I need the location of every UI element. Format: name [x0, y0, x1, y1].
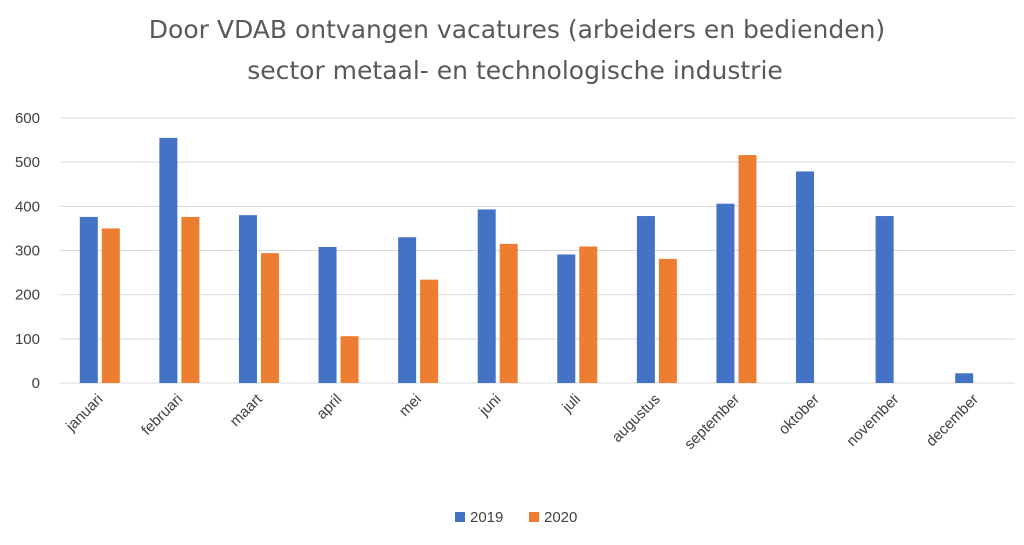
x-tick-label: april — [313, 391, 345, 423]
y-tick-label: 0 — [32, 375, 40, 392]
x-tick-label: december — [923, 391, 982, 450]
x-tick-label: juli — [558, 391, 584, 417]
bar-2020-februari — [181, 216, 200, 383]
bar-2019-juni — [477, 209, 496, 383]
x-tick-label: maart — [227, 390, 267, 430]
y-tick-label: 500 — [15, 154, 40, 171]
bar-2020-mei — [420, 279, 439, 383]
x-tick-label: januari — [62, 391, 107, 436]
bar-2019-januari — [79, 216, 98, 383]
bar-2020-juni — [499, 243, 518, 383]
bar-2020-augustus — [658, 258, 677, 383]
y-tick-label: 100 — [15, 331, 40, 348]
y-tick-label: 600 — [15, 110, 40, 127]
x-tick-label: februari — [138, 391, 186, 439]
bar-2019-maart — [238, 215, 257, 383]
gridlines — [60, 117, 1015, 384]
legend-label-2019: 2019 — [470, 509, 503, 526]
y-tick-label: 400 — [15, 198, 40, 215]
bar-2019-april — [318, 246, 337, 383]
x-tick-label: november — [843, 391, 902, 450]
x-tick-label: september — [681, 391, 743, 453]
legend-swatch-2019 — [455, 512, 465, 522]
x-tick-label: juni — [475, 391, 504, 420]
legend-swatch-2020 — [529, 512, 539, 522]
x-axis: januari februari maart april mei juni juli augu… — [62, 390, 982, 453]
chart-title: Door VDAB ontvangen vacatures (arbeiders… — [149, 15, 885, 44]
chart-subtitle: sector metaal- en technologische industr… — [247, 56, 783, 85]
bar-2019-augustus — [636, 216, 655, 383]
bar-2019-november — [875, 216, 894, 383]
legend-label-2020: 2020 — [544, 509, 577, 526]
bar-2020-september — [738, 155, 757, 383]
bar-2020-maart — [260, 253, 279, 383]
bar-2019-oktober — [796, 171, 815, 383]
bar-2019-september — [716, 203, 735, 383]
bar-2019-februari — [159, 137, 178, 383]
y-tick-label: 200 — [15, 287, 40, 304]
bar-2020-januari — [101, 228, 120, 383]
bar-2019-juli — [557, 254, 576, 383]
x-tick-label: mei — [396, 391, 425, 420]
bar-2019-mei — [398, 237, 417, 383]
bar-2020-april — [340, 336, 359, 383]
legend: 2019 2020 — [455, 509, 577, 526]
y-axis: 0 100 200 300 400 500 600 — [15, 110, 40, 392]
bars — [79, 137, 974, 383]
bar-2019-december — [955, 373, 974, 383]
x-tick-label: augustus — [609, 391, 664, 446]
x-tick-label: oktober — [775, 391, 822, 438]
y-tick-label: 300 — [15, 243, 40, 260]
bar-2020-juli — [579, 246, 598, 383]
